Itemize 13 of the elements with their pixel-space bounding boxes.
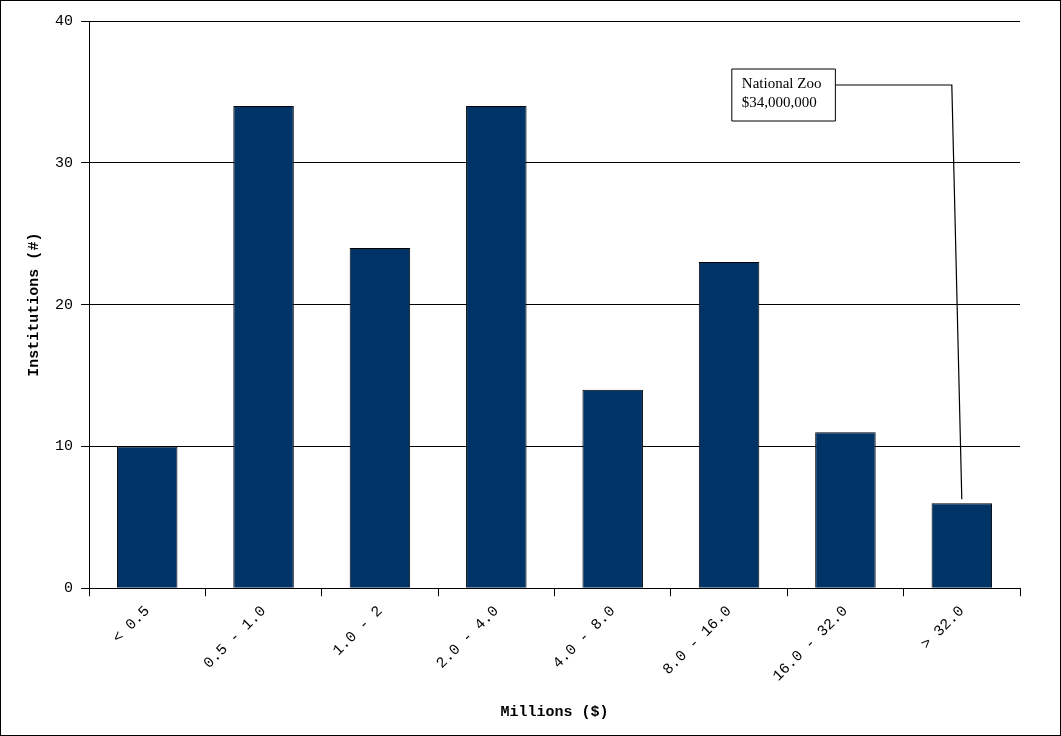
x-tick-label: 2.0 - 4.0	[433, 602, 503, 673]
y-axis-title: Institutions (#)	[25, 232, 43, 377]
y-tick-label: 20	[54, 296, 73, 314]
y-tick-label: 30	[54, 154, 73, 172]
y-tick-label: 40	[54, 12, 73, 30]
x-axis-title: Millions ($)	[500, 703, 609, 721]
x-tick-label: 4.0 - 8.0	[549, 602, 620, 673]
x-tick-label: < 0.5	[109, 602, 154, 647]
y-tick-label: 10	[54, 438, 73, 456]
annotation: National Zoo $34,000,000	[741, 75, 822, 111]
y-tick-label: 0	[63, 580, 73, 598]
x-tick-label: 0.5 - 1.0	[200, 602, 270, 673]
x-tick-label: 1.0 - 2	[329, 602, 387, 660]
